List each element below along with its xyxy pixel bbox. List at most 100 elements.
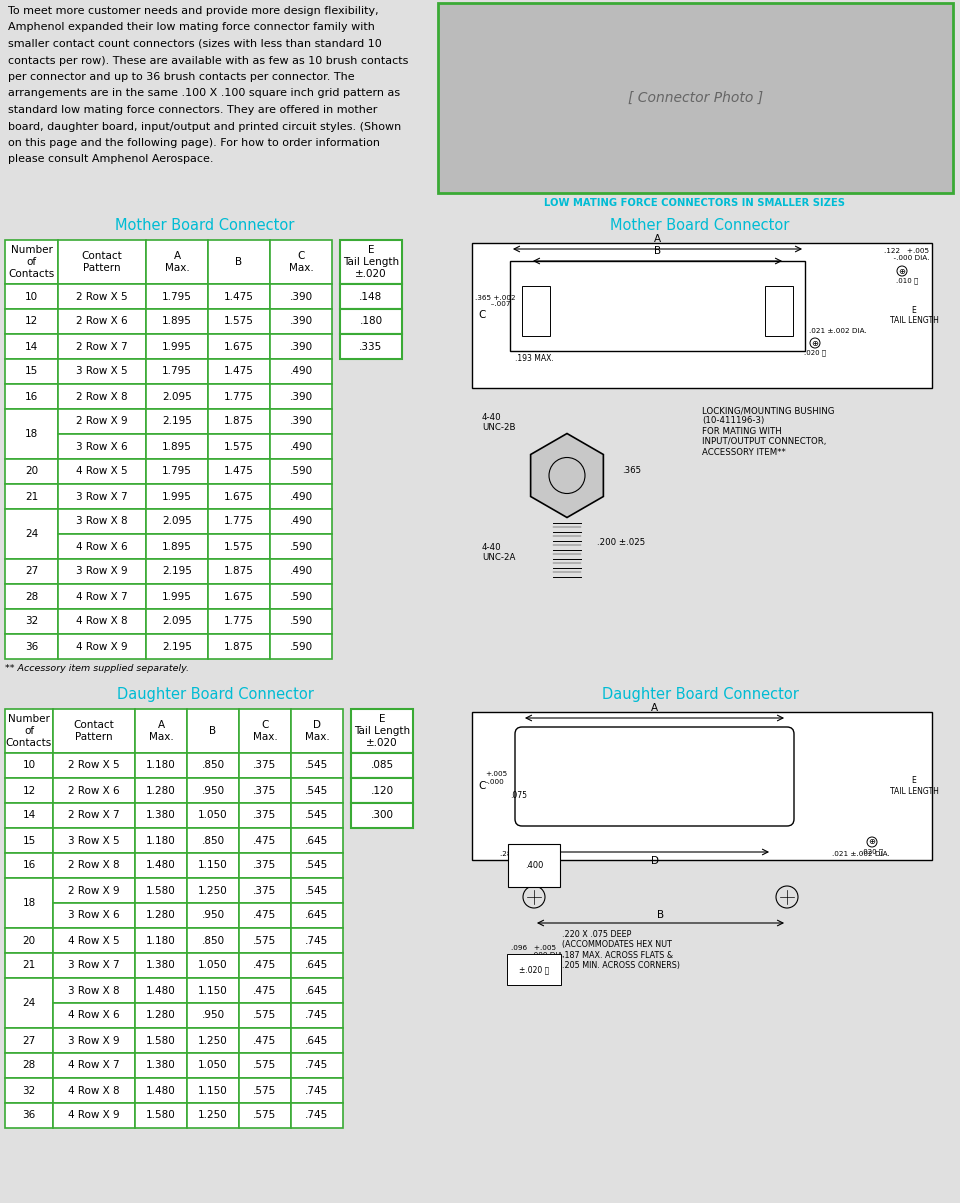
Bar	[53, 853, 135, 878]
Bar	[58, 484, 146, 509]
Text: .375: .375	[253, 760, 276, 770]
Text: .745: .745	[305, 936, 328, 946]
Text: 1.995: 1.995	[162, 342, 192, 351]
Bar	[5, 309, 58, 334]
Bar	[5, 1029, 53, 1053]
Text: 20: 20	[25, 467, 38, 476]
Text: .390: .390	[289, 316, 313, 326]
Text: 1.380: 1.380	[146, 960, 176, 971]
Bar	[135, 1029, 187, 1053]
Bar	[5, 460, 58, 484]
Bar	[5, 559, 58, 583]
Text: 1.575: 1.575	[224, 442, 254, 451]
Text: .575: .575	[253, 1110, 276, 1120]
Bar	[53, 1103, 135, 1128]
Bar	[187, 928, 239, 953]
Bar	[270, 384, 332, 409]
Text: D
Max.: D Max.	[304, 721, 329, 742]
Bar	[187, 828, 239, 853]
Text: .180: .180	[359, 316, 383, 326]
Bar	[53, 878, 135, 903]
Text: .575: .575	[253, 1085, 276, 1096]
Text: Contact
Pattern: Contact Pattern	[74, 721, 114, 742]
Text: .745: .745	[305, 1085, 328, 1096]
Text: 3 Row X 9: 3 Row X 9	[76, 567, 128, 576]
Text: .490: .490	[289, 367, 313, 377]
Text: 1.795: 1.795	[162, 367, 192, 377]
Text: 20: 20	[22, 936, 36, 946]
Text: ⊕: ⊕	[869, 837, 876, 847]
Bar	[58, 460, 146, 484]
Bar	[187, 903, 239, 928]
Bar	[5, 634, 58, 659]
Text: ⊕: ⊕	[899, 267, 905, 275]
Text: 10: 10	[22, 760, 36, 770]
Bar	[58, 358, 146, 384]
Bar	[146, 384, 208, 409]
Bar	[239, 1003, 291, 1029]
Bar	[291, 1103, 343, 1128]
Bar	[135, 778, 187, 802]
Bar	[187, 1053, 239, 1078]
Text: .365 +.002
       –.007: .365 +.002 –.007	[475, 295, 516, 308]
Text: .745: .745	[305, 1061, 328, 1071]
Bar	[5, 802, 53, 828]
Text: 1.480: 1.480	[146, 1085, 176, 1096]
Bar	[5, 978, 53, 1029]
Text: 10: 10	[25, 291, 38, 302]
Text: C
Max.: C Max.	[252, 721, 277, 742]
Text: smaller contact count connectors (sizes with less than standard 10: smaller contact count connectors (sizes …	[8, 38, 382, 49]
Bar	[58, 509, 146, 534]
Text: 1.580: 1.580	[146, 1036, 176, 1045]
Text: .375: .375	[253, 860, 276, 871]
Bar	[146, 284, 208, 309]
Bar	[472, 712, 932, 860]
Text: .220 X .075 DEEP
(ACCOMMODATES HEX NUT
.187 MAX. ACROSS FLATS &
.205 MIN. ACROSS: .220 X .075 DEEP (ACCOMMODATES HEX NUT .…	[562, 930, 680, 970]
Bar	[340, 309, 402, 334]
Bar	[351, 709, 413, 753]
Text: 2 Row X 8: 2 Row X 8	[68, 860, 120, 871]
Text: To meet more customer needs and provide more design flexibility,: To meet more customer needs and provide …	[8, 6, 378, 16]
Text: 1.795: 1.795	[162, 467, 192, 476]
Text: Mother Board Connector: Mother Board Connector	[115, 218, 295, 233]
Bar	[5, 334, 58, 358]
Text: .490: .490	[289, 492, 313, 502]
Text: .075: .075	[510, 792, 527, 800]
Text: 4 Row X 9: 4 Row X 9	[68, 1110, 120, 1120]
Text: C: C	[478, 781, 486, 792]
Bar	[135, 802, 187, 828]
Text: 21: 21	[25, 492, 38, 502]
Bar	[146, 583, 208, 609]
Bar	[135, 853, 187, 878]
Text: .193 MAX.: .193 MAX.	[515, 354, 554, 363]
Bar	[58, 409, 146, 434]
Bar	[270, 409, 332, 434]
Bar	[270, 583, 332, 609]
Bar	[239, 709, 291, 753]
Bar	[208, 358, 270, 384]
Text: .390: .390	[289, 416, 313, 427]
Bar	[208, 409, 270, 434]
Text: 2.095: 2.095	[162, 616, 192, 627]
Bar	[208, 509, 270, 534]
Bar	[270, 484, 332, 509]
Text: B: B	[209, 725, 217, 736]
Bar	[146, 434, 208, 460]
Bar	[58, 309, 146, 334]
Bar	[291, 778, 343, 802]
Text: 4 Row X 8: 4 Row X 8	[76, 616, 128, 627]
Bar	[135, 903, 187, 928]
Bar	[208, 583, 270, 609]
Text: .645: .645	[305, 1036, 328, 1045]
Text: .021 ±.002 DIA.: .021 ±.002 DIA.	[809, 328, 867, 334]
Bar	[53, 802, 135, 828]
Bar	[351, 802, 413, 828]
Bar	[146, 559, 208, 583]
Bar	[53, 978, 135, 1003]
Text: .545: .545	[305, 786, 328, 795]
Bar	[291, 978, 343, 1003]
Text: 1.795: 1.795	[162, 291, 192, 302]
Text: 14: 14	[22, 811, 36, 820]
Bar	[5, 1053, 53, 1078]
Bar	[146, 358, 208, 384]
